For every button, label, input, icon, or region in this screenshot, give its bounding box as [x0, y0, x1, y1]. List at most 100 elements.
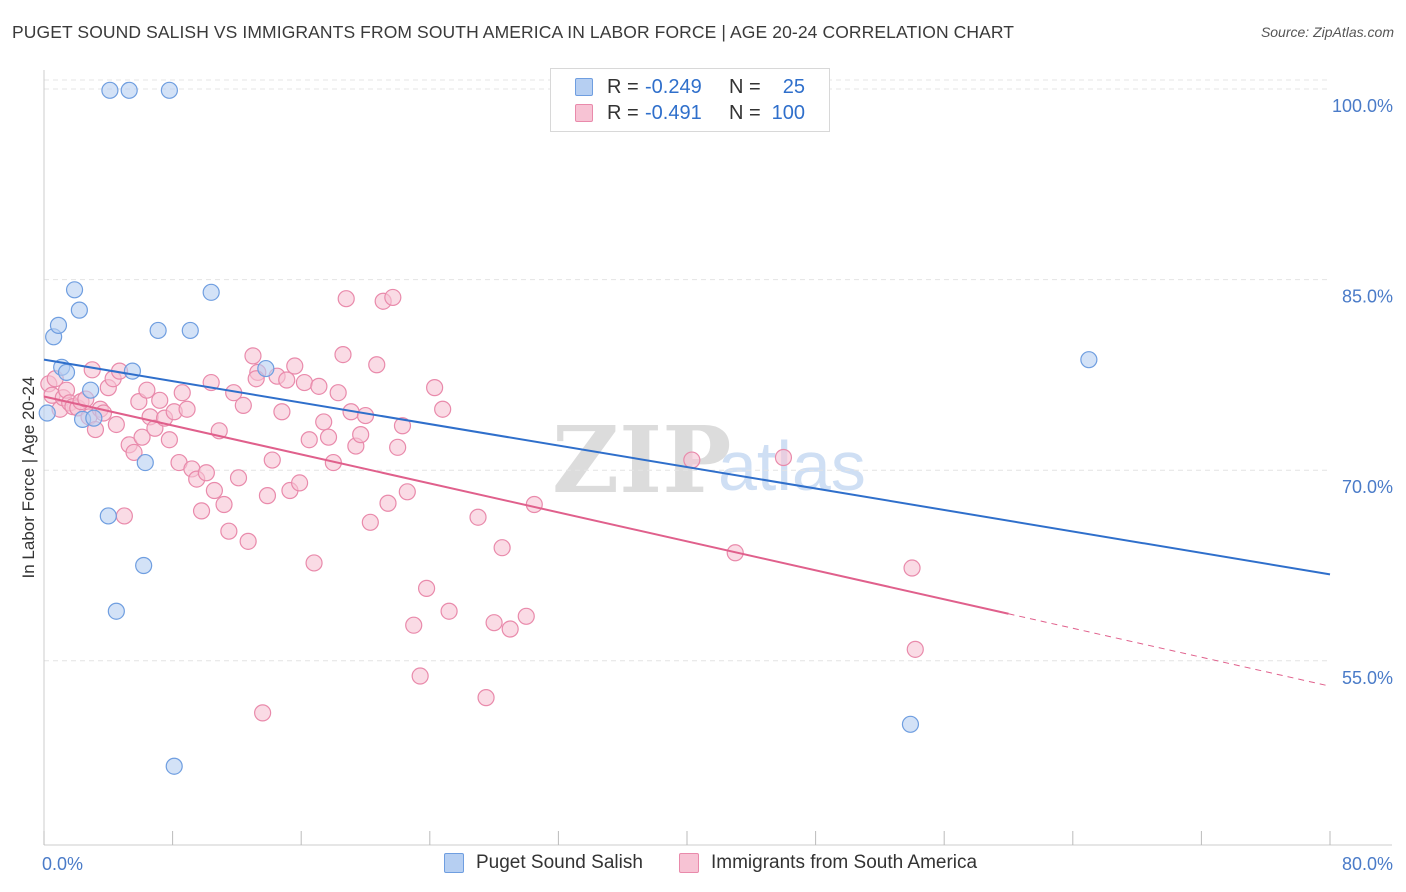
source-label: Source: ZipAtlas.com [1260, 24, 1394, 40]
data-point [65, 281, 84, 299]
legend-item-series2[interactable]: Immigrants from South America [679, 852, 977, 874]
data-point [434, 400, 452, 418]
series2-points [40, 288, 924, 722]
data-point [83, 361, 101, 379]
data-point [315, 413, 333, 431]
data-point [215, 495, 233, 514]
data-point [379, 494, 397, 512]
r-label: R = [607, 101, 639, 124]
data-point [165, 757, 183, 775]
data-point [356, 406, 375, 425]
data-point [329, 384, 347, 402]
data-point [135, 556, 153, 575]
data-point [160, 431, 178, 449]
data-point [517, 607, 535, 625]
data-point [337, 290, 355, 308]
data-point [197, 464, 215, 482]
y-tick-label: 70.0% [1342, 477, 1393, 497]
data-point [115, 507, 133, 525]
data-point [133, 428, 151, 446]
data-point [138, 381, 156, 399]
data-point [319, 428, 338, 446]
data-point [57, 363, 76, 381]
data-point [173, 384, 191, 402]
data-point [1080, 351, 1098, 369]
r-value: -0.249 [645, 75, 702, 98]
data-point [234, 396, 252, 415]
data-point [107, 602, 125, 620]
series-legend: Puget Sound Salish Immigrants from South… [0, 852, 1406, 878]
legend-item-series1[interactable]: Puget Sound Salish [444, 852, 643, 874]
data-point [405, 616, 423, 634]
series1-points [38, 81, 1098, 775]
data-point [257, 359, 275, 378]
data-point [101, 81, 119, 99]
series1-trendline [43, 358, 1331, 576]
y-tick-label: 100.0% [1332, 96, 1393, 116]
data-point [903, 559, 921, 577]
data-point [393, 417, 412, 435]
data-point [426, 379, 444, 397]
data-point [901, 715, 920, 733]
data-point [70, 301, 88, 319]
n-label: N = [729, 75, 761, 98]
data-point [501, 620, 519, 638]
data-point [202, 283, 220, 301]
data-point [411, 667, 429, 685]
data-point [99, 507, 117, 525]
data-point [205, 481, 223, 500]
data-point [286, 357, 304, 375]
data-point [774, 448, 793, 467]
data-point [220, 522, 238, 540]
data-point [334, 345, 352, 364]
data-point [229, 469, 248, 487]
series2-swatch [575, 104, 593, 122]
data-point [278, 371, 296, 389]
data-point [389, 438, 407, 456]
data-point [310, 377, 328, 395]
data-point [160, 81, 178, 99]
data-point [469, 508, 487, 526]
data-point [125, 443, 143, 462]
series2-trendline [43, 395, 1009, 615]
data-point [493, 539, 511, 557]
data-point [151, 391, 169, 409]
data-point [477, 689, 495, 707]
data-point [368, 356, 386, 374]
data-point [85, 409, 103, 427]
data-point [181, 321, 199, 340]
data-point [136, 453, 154, 472]
data-point [398, 483, 416, 501]
data-point [273, 403, 291, 421]
data-point [244, 347, 262, 365]
series1-swatch [575, 78, 593, 96]
data-point [120, 81, 138, 99]
stats-legend-row-series2: R = -0.491 N = 100 [575, 101, 805, 125]
y-axis-label: In Labor Force | Age 20-24 [19, 377, 38, 579]
data-point [525, 495, 543, 514]
data-point [352, 426, 370, 444]
data-point [38, 404, 56, 422]
stats-legend-row-series1: R = -0.249 N = 25 [575, 75, 805, 99]
data-point [295, 373, 314, 392]
data-point [149, 321, 167, 340]
data-point [107, 415, 125, 434]
data-point [192, 502, 211, 520]
y-tick-label: 85.0% [1342, 287, 1393, 307]
chart-title: PUGET SOUND SALISH VS IMMIGRANTS FROM SO… [12, 22, 1015, 42]
n-value: 100 [771, 101, 805, 124]
data-point [300, 431, 318, 449]
x-tick-label: 80.0% [1342, 854, 1393, 874]
data-point [384, 288, 402, 307]
data-point [123, 362, 142, 380]
data-point [254, 704, 272, 722]
data-point [305, 554, 323, 572]
data-point [82, 381, 100, 399]
data-point [683, 451, 701, 469]
series2-trendline-extension [1008, 613, 1331, 687]
data-point [49, 316, 68, 334]
data-point [485, 614, 503, 632]
legend-label: Immigrants from South America [711, 852, 978, 873]
x-tick-label: 0.0% [42, 854, 83, 874]
